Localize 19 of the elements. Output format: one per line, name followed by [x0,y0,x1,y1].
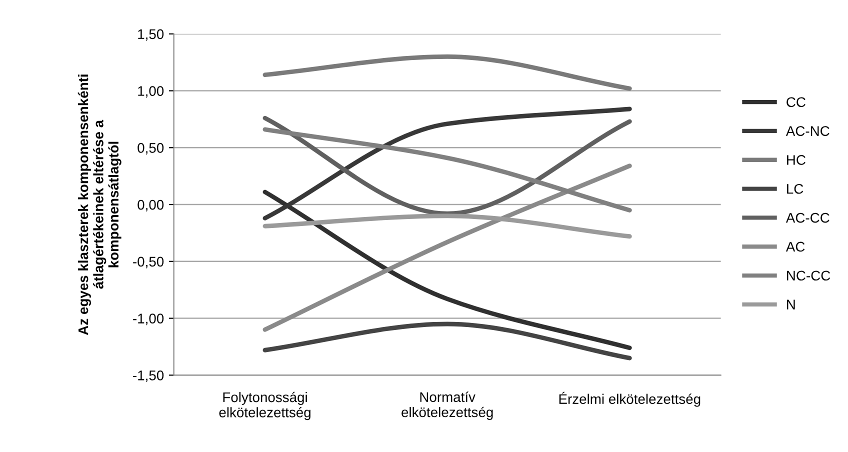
legend-label: HC [787,155,806,165]
y-tick-label: 0,00 [138,200,164,212]
legend-label: AC-CC [786,212,830,223]
x-tick-label: Normatív elkötelezettség [402,392,493,420]
y-tick-label: 0,50 [138,142,164,154]
y-tick-label: -1,00 [133,314,164,326]
legend-label: NC-CC [787,270,830,281]
legend-label: AC [786,242,805,252]
legend-label: LC [787,184,804,194]
legend-label: CC [786,97,806,108]
legend-label: N [787,300,795,310]
y-axis-title: Az egyes klaszterek komponensenkénti átlagértékeinek eltérése a komponensátlagtól [78,74,122,336]
y-tick-label: 1,00 [138,86,164,98]
x-tick-label: Folytonossági elkötelezettség [219,392,310,420]
x-tick-label: Érzelmi elkötelezettség [559,392,700,407]
y-tick-label: -1,50 [133,370,164,382]
y-tick-label: -0,50 [133,256,164,268]
y-tick-label: 1,50 [138,29,164,41]
legend-label: AC-NC [786,126,830,136]
